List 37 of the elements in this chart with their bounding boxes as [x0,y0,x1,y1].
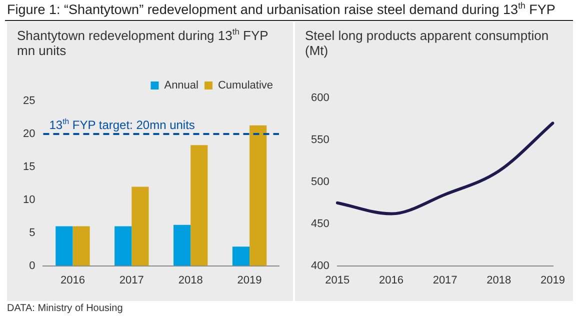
chart-subtitle: Shantytown redevelopment during 13$^{th}$ FYP [17,26,268,43]
y-axis-title: mn units [17,43,66,58]
bar [72,226,90,266]
chart-title: Steel long products apparent consumption [305,28,549,43]
x-tick-label: 2019 [540,274,566,286]
x-tick-label: 2018 [178,274,203,286]
y-axis-title: (Mt) [305,43,328,58]
y-tick-label: 5 [29,226,36,239]
x-tick-label: 2017 [432,274,458,286]
legend-label: Cumulative [218,80,274,92]
y-tick-label: 600 [310,92,330,104]
x-tick-label: 2017 [119,274,144,286]
chart-title: Figure 1: “Shantytown” redevelopment and urbanisation raise steel demand during 13$^{th}$ FYP [7,0,556,17]
x-tick-label: 2015 [325,274,350,286]
line-series [336,122,554,216]
legend-label: Annual [164,80,198,92]
x-tick-label: 2018 [486,274,512,286]
y-tick-label: 400 [310,260,330,272]
y-tick-label: 25 [22,95,36,108]
y-tick-label: 15 [22,160,36,173]
x-tick-label: 2016 [378,274,404,286]
x-tick-label: 2016 [60,274,85,286]
bar [56,226,73,266]
bar [232,246,250,266]
y-tick-label: 10 [22,194,36,206]
y-tick-label: 550 [310,134,330,146]
bar [190,145,208,266]
y-tick-label: 0 [29,260,36,272]
x-tick-label: 2019 [237,274,262,286]
y-tick-label: 450 [310,218,330,230]
y-tick-label: 500 [310,176,330,188]
bar [250,125,267,266]
bar [132,186,149,266]
bar [173,224,191,266]
y-tick-label: 20 [22,128,36,140]
text: DATA: Ministry of Housing [7,303,123,314]
bar [114,226,132,266]
